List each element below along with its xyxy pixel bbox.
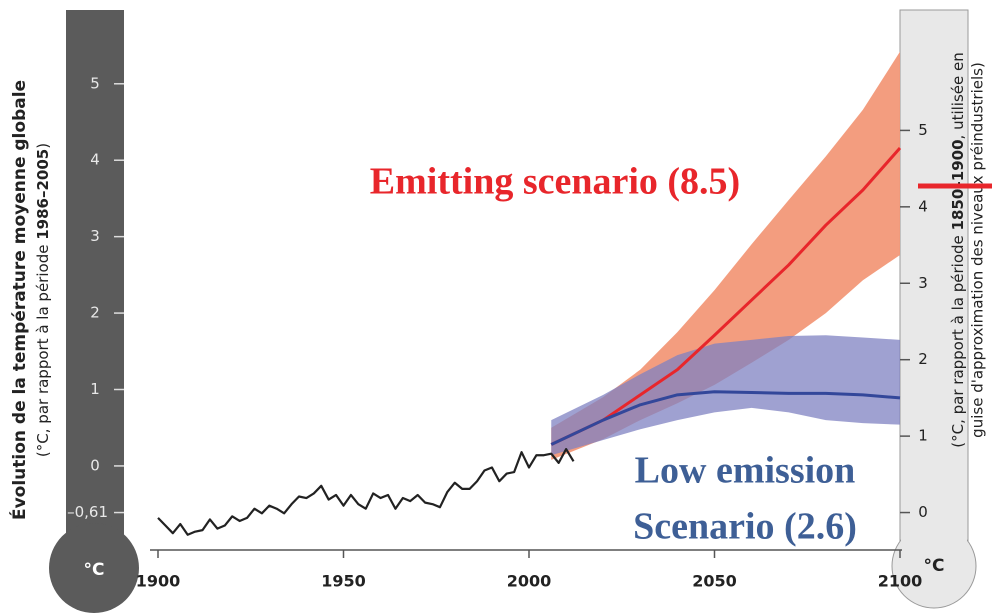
unit-left: °C [84,560,105,580]
label-part: (°C, par rapport à la période [34,240,52,457]
y-tick-label: 2 [90,304,100,322]
x-tick-label: 1950 [321,572,366,591]
y-axis-label: Évolution de la température moyenne glob… [8,80,30,520]
y2-tick-label: 5 [918,121,928,139]
plot-area [157,51,902,536]
series-line [157,448,575,536]
series-line [550,390,901,446]
y-tick-label: 5 [90,74,100,92]
y2-tick-label: 1 [918,427,928,445]
y2-tick-label: 0 [918,503,928,521]
x-tick-label: 2000 [507,572,552,591]
x-tick-label: 2050 [692,572,737,591]
label-part: , utilisée en [949,52,967,139]
y-tick-label: –0,61 [67,503,108,521]
annotation: Low emission [635,450,856,492]
series-line [550,146,902,446]
y2-tick-label: 4 [918,197,928,215]
y2-tick-label: 3 [918,274,928,292]
left-bulb [49,523,139,613]
annotation: Emitting scenario (8.5) [370,161,740,203]
right-thermometer [899,9,969,546]
x-tick-label: 2100 [878,572,923,591]
label-part: (°C, par rapport à la période [949,230,967,447]
y2-axis-sublabel: guise d'approximation des niveaux préind… [969,62,987,438]
annotation: Scenario (2.6) [633,506,857,548]
label-part: 1986–2005 [34,149,52,240]
label-part: ) [34,143,52,149]
y-axis-sublabel: (°C, par rapport à la période 1986–2005) [34,143,52,457]
left-thermometer [66,10,124,535]
y2-axis-label: (°C, par rapport à la période 1850–1900,… [949,52,967,447]
right-bulb-neck [901,520,967,550]
y-tick-label: 4 [90,151,100,169]
y-tick-label: 1 [90,380,100,398]
y-tick-label: 0 [90,456,100,474]
unit-right: °C [924,556,945,576]
y2-tick-label: 2 [918,350,928,368]
x-tick-label: 1900 [136,572,181,591]
uncertainty-band [551,335,900,456]
y-tick-label: 3 [90,227,100,245]
